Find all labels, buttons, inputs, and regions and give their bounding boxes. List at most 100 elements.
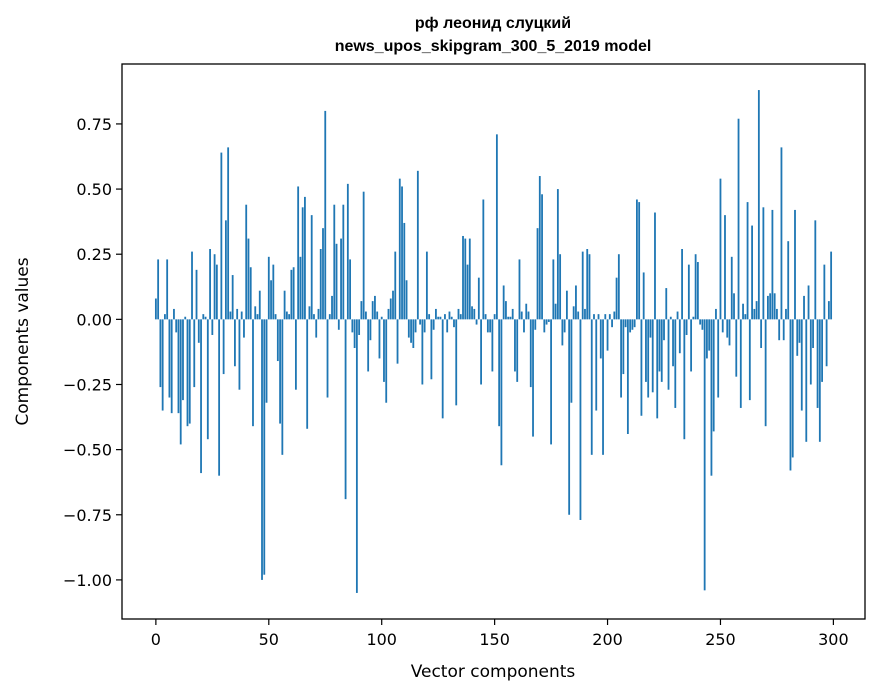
x-tick-label: 200 bbox=[592, 630, 623, 649]
bar-209 bbox=[626, 319, 629, 434]
bar-13 bbox=[184, 316, 187, 320]
bar-191 bbox=[586, 249, 589, 320]
bar-160 bbox=[516, 319, 519, 382]
bar-171 bbox=[541, 194, 543, 320]
bar-262 bbox=[746, 202, 749, 320]
bar-135 bbox=[459, 314, 462, 320]
bar-187 bbox=[577, 311, 580, 320]
bar-152 bbox=[498, 319, 501, 427]
bar-269 bbox=[762, 207, 765, 320]
bar-139 bbox=[468, 238, 471, 320]
bar-114 bbox=[412, 319, 415, 349]
bar-204 bbox=[615, 277, 618, 320]
x-axis-label: Vector components bbox=[411, 662, 576, 682]
bar-115 bbox=[414, 319, 417, 333]
bar-134 bbox=[457, 308, 460, 320]
bar-11 bbox=[179, 319, 182, 445]
bar-183 bbox=[568, 319, 571, 515]
bar-57 bbox=[283, 290, 286, 320]
plot-frame bbox=[121, 63, 866, 620]
bar-291 bbox=[812, 319, 814, 349]
bar-280 bbox=[787, 241, 790, 320]
bar-62 bbox=[294, 319, 297, 390]
bar-16 bbox=[191, 251, 193, 320]
bar-196 bbox=[597, 314, 600, 320]
bar-74 bbox=[322, 228, 324, 320]
bar-271 bbox=[766, 295, 769, 320]
y-tick-label: −0.50 bbox=[63, 441, 112, 460]
bar-168 bbox=[534, 319, 537, 330]
bar-122 bbox=[430, 319, 433, 380]
bar-31 bbox=[224, 220, 227, 320]
bar-5 bbox=[166, 259, 169, 320]
bar-293 bbox=[816, 319, 819, 408]
bar-238 bbox=[692, 316, 695, 320]
bar-147 bbox=[486, 319, 489, 333]
bar-198 bbox=[602, 319, 604, 455]
bar-56 bbox=[281, 319, 284, 455]
x-tick-label: 50 bbox=[259, 630, 279, 649]
bar-241 bbox=[699, 319, 702, 325]
x-axis-ticks: 0 50 100 150 200 250 300 bbox=[151, 619, 849, 649]
bar-297 bbox=[825, 319, 828, 367]
bar-281 bbox=[789, 319, 792, 471]
bar-228 bbox=[669, 316, 672, 320]
bar-279 bbox=[785, 308, 787, 320]
bar-4 bbox=[164, 314, 166, 320]
bar-222 bbox=[656, 319, 659, 419]
bar-177 bbox=[554, 303, 557, 320]
bar-256 bbox=[733, 293, 735, 320]
bar-40 bbox=[245, 204, 248, 320]
bar-258 bbox=[737, 118, 740, 320]
bar-154 bbox=[502, 285, 505, 320]
bar-41 bbox=[247, 238, 250, 320]
bar-179 bbox=[559, 254, 562, 320]
bar-0 bbox=[154, 298, 157, 320]
bar-205 bbox=[617, 254, 620, 320]
bar-239 bbox=[694, 254, 697, 320]
bar-42 bbox=[249, 267, 252, 320]
bar-29 bbox=[220, 152, 223, 320]
bar-48 bbox=[263, 319, 266, 575]
bar-97 bbox=[374, 295, 376, 320]
bar-34 bbox=[231, 275, 234, 320]
bar-142 bbox=[475, 319, 478, 325]
bar-223 bbox=[658, 319, 661, 372]
bar-260 bbox=[742, 303, 744, 320]
bar-213 bbox=[636, 199, 638, 320]
bar-199 bbox=[604, 314, 607, 320]
bar-181 bbox=[563, 319, 566, 333]
bar-104 bbox=[389, 298, 392, 320]
bar-188 bbox=[579, 319, 582, 520]
bar-215 bbox=[640, 319, 643, 416]
bar-128 bbox=[444, 314, 446, 320]
bar-263 bbox=[748, 319, 751, 401]
bar-259 bbox=[739, 319, 742, 408]
y-axis-label: Components values bbox=[13, 257, 33, 425]
bar-270 bbox=[764, 319, 767, 427]
bar-255 bbox=[730, 256, 733, 320]
bar-210 bbox=[629, 319, 632, 333]
bar-295 bbox=[821, 319, 823, 382]
bar-82 bbox=[340, 238, 342, 320]
bar-100 bbox=[380, 316, 383, 320]
bar-106 bbox=[394, 251, 397, 320]
bar-45 bbox=[256, 314, 259, 320]
bar-14 bbox=[186, 319, 189, 427]
bar-234 bbox=[683, 319, 686, 440]
bar-112 bbox=[407, 319, 410, 338]
bar-167 bbox=[532, 319, 534, 437]
bar-207 bbox=[622, 319, 625, 375]
bar-30 bbox=[222, 319, 225, 375]
bar-37 bbox=[238, 319, 241, 390]
bar-146 bbox=[484, 314, 487, 320]
bar-19 bbox=[197, 319, 200, 343]
bar-170 bbox=[538, 176, 541, 320]
bar-138 bbox=[466, 264, 469, 320]
bar-240 bbox=[696, 262, 699, 320]
bar-266 bbox=[755, 301, 758, 320]
bar-186 bbox=[575, 285, 577, 320]
bar-195 bbox=[595, 319, 598, 411]
bar-157 bbox=[509, 316, 512, 320]
bar-294 bbox=[818, 319, 821, 442]
